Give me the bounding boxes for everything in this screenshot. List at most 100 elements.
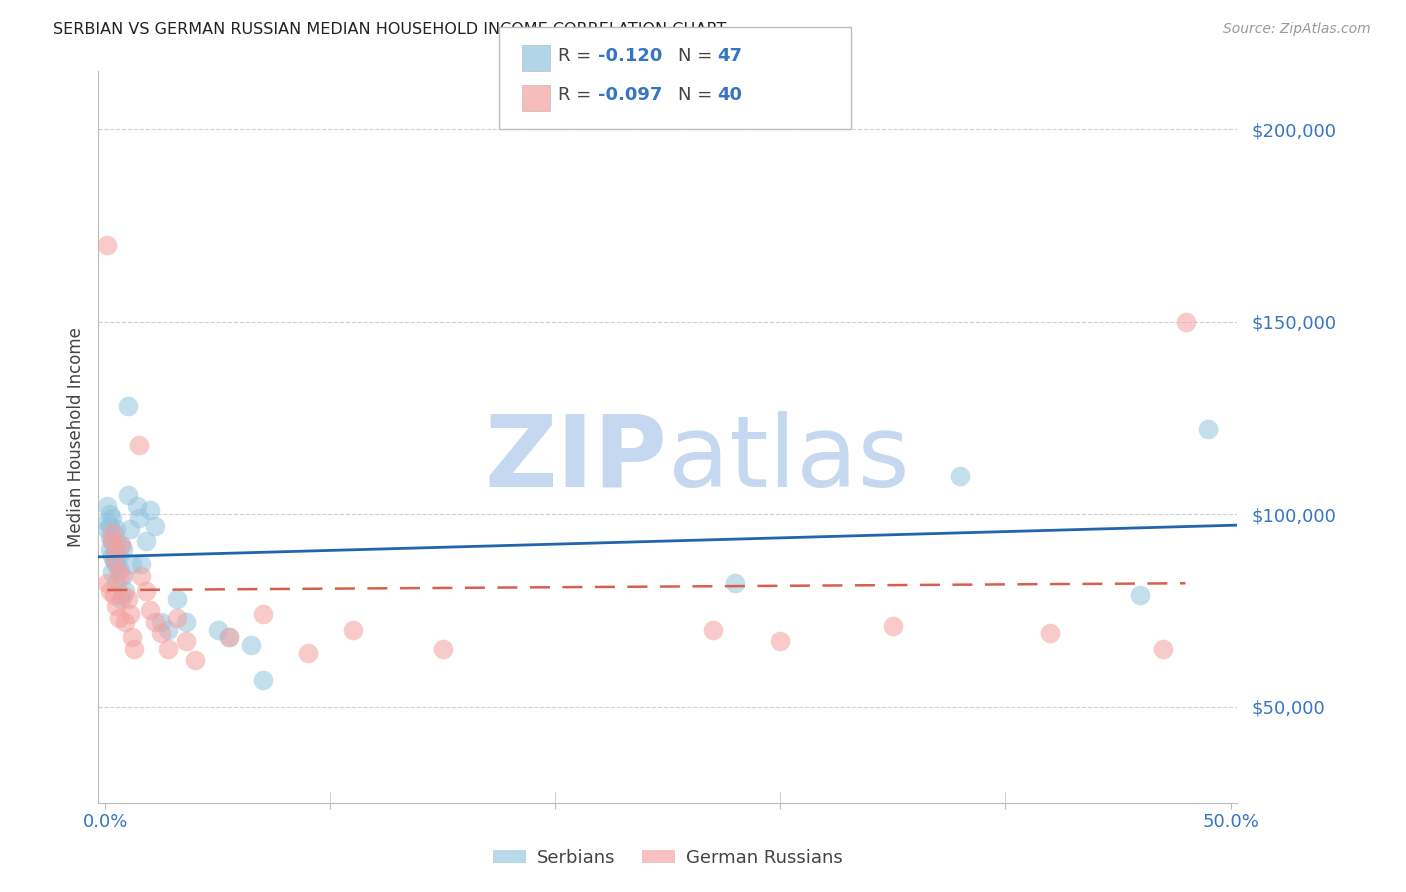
Point bbox=[103, 545, 125, 559]
Point bbox=[107, 565, 129, 579]
Point bbox=[103, 553, 125, 567]
Point bbox=[207, 623, 229, 637]
Point bbox=[157, 641, 180, 656]
Point bbox=[1039, 626, 1062, 640]
Point bbox=[769, 634, 792, 648]
Point bbox=[114, 584, 136, 599]
Point bbox=[105, 557, 128, 571]
Point bbox=[110, 538, 132, 552]
Point bbox=[112, 568, 135, 582]
Point bbox=[105, 534, 128, 549]
Point bbox=[96, 515, 118, 529]
Point bbox=[174, 634, 197, 648]
Point bbox=[724, 576, 747, 591]
Point bbox=[240, 638, 263, 652]
Point bbox=[121, 630, 143, 644]
Point bbox=[174, 615, 197, 629]
Point bbox=[112, 541, 135, 556]
Y-axis label: Median Household Income: Median Household Income bbox=[66, 327, 84, 547]
Point bbox=[1129, 588, 1152, 602]
Text: atlas: atlas bbox=[668, 410, 910, 508]
Point bbox=[882, 618, 904, 632]
Point bbox=[166, 591, 188, 606]
Point bbox=[107, 611, 129, 625]
Legend: Serbians, German Russians: Serbians, German Russians bbox=[486, 842, 849, 874]
Point bbox=[112, 588, 135, 602]
Point bbox=[98, 541, 121, 556]
Point bbox=[949, 468, 972, 483]
Point bbox=[1174, 315, 1197, 329]
Point bbox=[1197, 422, 1219, 436]
Point bbox=[98, 507, 121, 521]
Point bbox=[702, 623, 724, 637]
Point bbox=[98, 584, 121, 599]
Point bbox=[98, 518, 121, 533]
Point bbox=[118, 523, 141, 537]
Point bbox=[101, 565, 124, 579]
Point bbox=[117, 591, 139, 606]
Point bbox=[105, 599, 128, 614]
Point bbox=[129, 568, 152, 582]
Point bbox=[117, 399, 139, 413]
Point bbox=[101, 526, 124, 541]
Text: 40: 40 bbox=[717, 87, 742, 104]
Point bbox=[105, 576, 128, 591]
Point bbox=[129, 557, 152, 571]
Point bbox=[166, 611, 188, 625]
Point bbox=[118, 607, 141, 622]
Point bbox=[1152, 641, 1174, 656]
Point bbox=[103, 588, 125, 602]
Point bbox=[96, 576, 118, 591]
Point bbox=[117, 488, 139, 502]
Point bbox=[107, 549, 129, 564]
Point bbox=[342, 623, 364, 637]
Point bbox=[432, 641, 454, 656]
Point bbox=[107, 561, 129, 575]
Point bbox=[218, 630, 240, 644]
Point bbox=[110, 591, 132, 606]
Point bbox=[101, 549, 124, 564]
Text: -0.120: -0.120 bbox=[598, 47, 662, 65]
Point bbox=[105, 523, 128, 537]
Point bbox=[96, 523, 118, 537]
Point bbox=[139, 603, 162, 617]
Text: Source: ZipAtlas.com: Source: ZipAtlas.com bbox=[1223, 22, 1371, 37]
Point bbox=[150, 615, 173, 629]
Point bbox=[150, 626, 173, 640]
Text: ZIP: ZIP bbox=[485, 410, 668, 508]
Point bbox=[101, 511, 124, 525]
Text: N =: N = bbox=[678, 47, 717, 65]
Point bbox=[101, 534, 124, 549]
Point bbox=[128, 511, 150, 525]
Point bbox=[297, 646, 319, 660]
Point bbox=[143, 615, 166, 629]
Point bbox=[157, 623, 180, 637]
Point bbox=[96, 500, 118, 514]
Point bbox=[98, 530, 121, 544]
Text: N =: N = bbox=[678, 87, 717, 104]
Point bbox=[135, 584, 157, 599]
Point bbox=[252, 607, 274, 622]
Point bbox=[114, 615, 136, 629]
Point bbox=[103, 553, 125, 567]
Point bbox=[252, 673, 274, 687]
Point bbox=[103, 526, 125, 541]
Point bbox=[184, 653, 207, 667]
Point bbox=[143, 518, 166, 533]
Point bbox=[124, 641, 146, 656]
Point bbox=[135, 534, 157, 549]
Point bbox=[125, 500, 148, 514]
Point bbox=[110, 538, 132, 552]
Text: 47: 47 bbox=[717, 47, 742, 65]
Text: R =: R = bbox=[558, 87, 598, 104]
Point bbox=[121, 557, 143, 571]
Point bbox=[110, 568, 132, 582]
Text: -0.097: -0.097 bbox=[598, 87, 662, 104]
Point bbox=[139, 503, 162, 517]
Point bbox=[128, 438, 150, 452]
Text: SERBIAN VS GERMAN RUSSIAN MEDIAN HOUSEHOLD INCOME CORRELATION CHART: SERBIAN VS GERMAN RUSSIAN MEDIAN HOUSEHO… bbox=[53, 22, 727, 37]
Point bbox=[218, 630, 240, 644]
Point bbox=[96, 237, 118, 252]
Point bbox=[101, 534, 124, 549]
Point bbox=[105, 541, 128, 556]
